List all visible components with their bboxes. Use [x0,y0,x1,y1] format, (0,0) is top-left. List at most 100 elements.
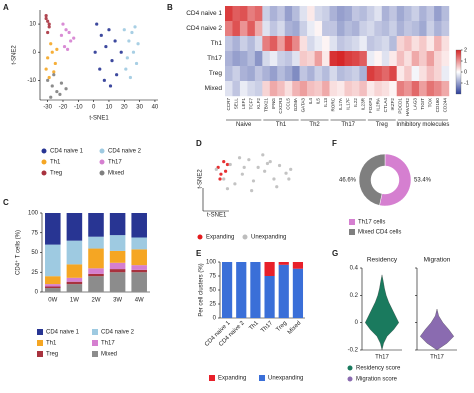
heat-cell [374,36,382,52]
heat-cell [307,36,315,52]
column-label: GATA3 [301,98,306,113]
heat-cell [419,6,427,22]
group-label: Naive [235,122,252,128]
point [62,44,67,49]
bar-segment [221,262,233,318]
heat-cell [269,51,278,67]
heat-cell [366,36,375,52]
y-tick-label: 50 [209,288,216,294]
heat-cell [262,6,270,22]
legend-label: Treg [50,171,62,177]
heat-cell [351,66,360,82]
y-tick-label: 75 [209,274,216,280]
point [93,50,97,54]
colorbar-label: 2 [464,47,467,53]
panel-label: B [167,3,173,12]
heat-cell [239,81,248,97]
point [55,47,59,51]
heat-cell [284,81,293,97]
x-tick-label: -30 [43,105,52,111]
column-label: CCR7 [226,98,231,111]
point [272,177,276,181]
heat-cell [277,66,285,82]
heat-cell [225,81,233,97]
bar-segment [109,235,126,251]
point [222,160,226,164]
heat-cell [381,36,390,52]
legend-label: Th1 [46,341,57,347]
bar-segment [66,281,83,285]
heat-cell [277,81,285,97]
heat-cell [254,6,263,22]
column-label: IL13 [323,98,328,107]
heat-cell [284,21,293,37]
heat-cell [254,81,263,97]
group-label: Th17 [341,122,356,128]
heat-cell [359,21,368,37]
legend-swatch [209,375,215,381]
x-tick-label: Th17 [260,320,274,334]
heat-cell [277,51,285,67]
x-tick-label: 40 [152,105,159,111]
legend-label: Unexpanding [251,235,286,241]
point [102,78,106,82]
heat-cell [337,6,345,22]
point [128,75,133,80]
point [277,163,282,168]
bar-segment [250,262,261,318]
heat-cell [322,6,330,22]
legend-label: Mixed [108,171,124,177]
column-label: IL4 [308,98,313,105]
point [268,160,272,164]
column-label: IL2RA [375,97,380,111]
bar-segment [278,264,289,318]
x-tick-label: 0W [48,298,57,304]
panel-label: G [332,249,338,258]
panel-title: Residency [367,257,398,264]
heat-cell [299,81,308,97]
legend-label: Th17 cells [358,220,385,226]
legend-swatch [41,170,47,176]
point [214,167,218,171]
heat-cell [404,66,412,82]
heat-cell [299,21,308,37]
column-label: IL17A [338,97,343,110]
point [58,92,62,96]
point [237,156,242,160]
heat-cell [314,66,323,82]
heat-cell [389,66,397,82]
heat-cell [232,36,241,52]
legend-swatch [99,148,105,154]
column-label: KLF2 [256,98,261,109]
point [222,177,226,181]
point [242,165,246,169]
heat-cell [434,36,442,52]
heat-cell [247,51,256,67]
legend-label: Unexpanding [268,376,303,382]
heat-cell [351,6,360,22]
heat-cell [344,36,353,52]
heat-cell [232,21,241,37]
heat-cell [419,51,427,67]
point [64,87,68,91]
donut-slice [379,153,412,207]
heat-cell [232,81,241,97]
row-label: Th1 [211,40,223,47]
y-tick-label: 50 [31,250,38,256]
heat-cell [374,81,382,97]
point [44,67,48,71]
y-tick-label: 25 [31,270,38,276]
point [49,95,53,99]
heat-cell [337,36,345,52]
legend-label: Treg [46,352,58,358]
heat-cell [307,51,315,67]
legend-swatch [99,159,105,165]
column-label: SELL [233,98,238,110]
bar-segment [131,269,147,273]
point [218,177,222,181]
heat-cell [419,36,427,52]
heat-cell [389,36,397,52]
point [289,167,293,171]
x-tick-label: 1W [70,298,79,304]
heat-cell [374,21,382,37]
